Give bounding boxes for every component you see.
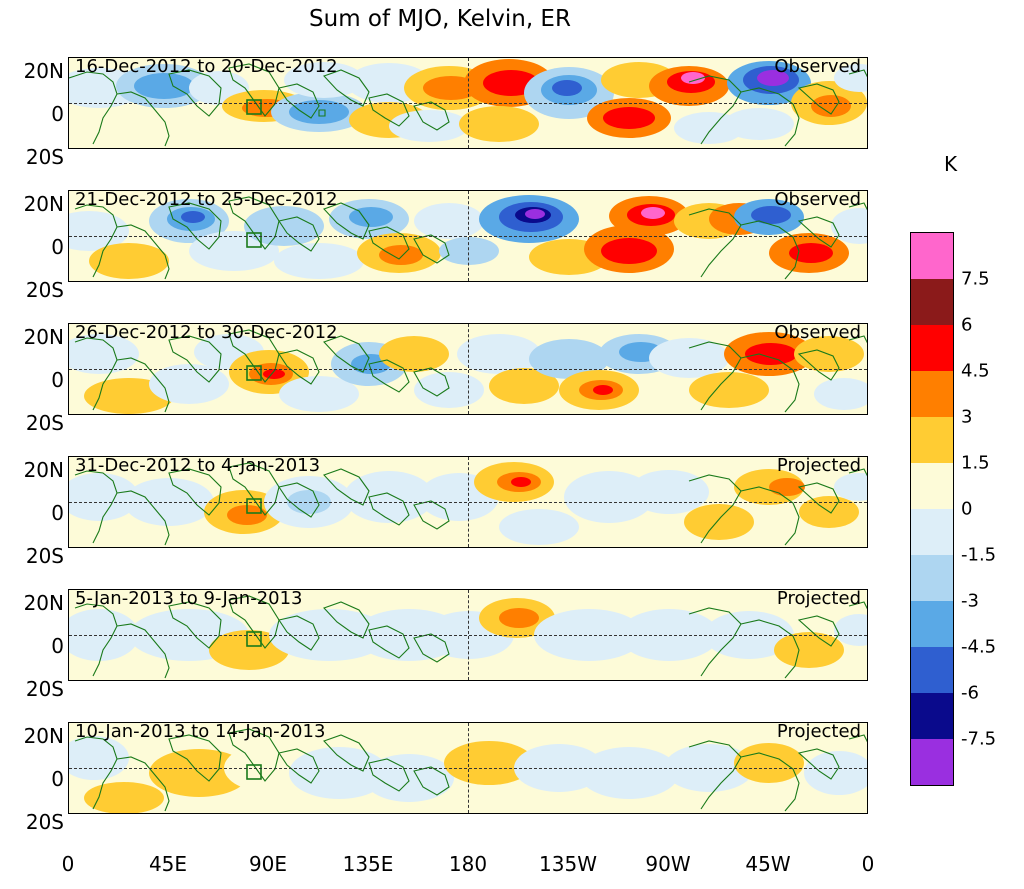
colorbar-segment-9 <box>911 601 953 647</box>
colorbar-label-4.5: 4.5 <box>961 360 990 382</box>
colorbar-label-6: 6 <box>961 314 973 336</box>
colorbar: 7.5 6 4.5 3 1.5 0 -1.5 -3 -4.5 -6 -7.5 <box>910 232 996 786</box>
panel-date-1: 16-Dec-2012 to 20-Dec-2012 <box>75 57 338 77</box>
colorbar-label-m6: -6 <box>961 682 979 704</box>
dateline-3 <box>468 324 469 414</box>
x-tick-90e: 90E <box>248 852 288 876</box>
y-tick-20n-1: 20N <box>23 59 64 83</box>
map-panel-1: 16-Dec-2012 to 20-Dec-2012 Observed <box>68 57 868 149</box>
dateline-6 <box>468 723 469 813</box>
dateline-5 <box>468 590 469 680</box>
colorbar-segment-12 <box>911 739 953 785</box>
colorbar-label-m4.5: -4.5 <box>961 636 997 658</box>
colorbar-segment-8 <box>911 555 953 601</box>
panel-status-2: Observed <box>774 190 861 210</box>
panel-date-2: 21-Dec-2012 to 25-Dec-2012 <box>75 190 338 210</box>
y-tick-0-4: 0 <box>51 501 64 525</box>
map-panel-3: 26-Dec-2012 to 30-Dec-2012 Observed <box>68 323 868 415</box>
colorbar-unit-label: K <box>944 152 958 176</box>
colorbar-segment-1 <box>911 233 953 279</box>
y-tick-0-6: 0 <box>51 767 64 791</box>
map-panel-2: 21-Dec-2012 to 25-Dec-2012 Observed <box>68 190 868 282</box>
colorbar-label-1.5: 1.5 <box>961 452 990 474</box>
x-tick-90w: 90W <box>645 852 691 876</box>
x-tick-45w: 45W <box>745 852 791 876</box>
y-tick-20n-6: 20N <box>23 724 64 748</box>
page-title: Sum of MJO, Kelvin, ER <box>309 6 571 32</box>
x-axis: 0 45E 90E 135E 180 135W 90W 45W 0 <box>62 852 875 882</box>
colorbar-segment-6 <box>911 463 953 509</box>
colorbar-label-3: 3 <box>961 406 973 428</box>
map-panel-4: 31-Dec-2012 to 4-Jan-2013 Projected <box>68 456 868 548</box>
coastlines-3 <box>74 329 867 413</box>
panel-date-6: 10-Jan-2013 to 14-Jan-2013 <box>75 722 326 742</box>
y-tick-20n-2: 20N <box>23 192 64 216</box>
coastlines-6 <box>74 728 867 812</box>
dateline-4 <box>468 457 469 547</box>
colorbar-label-m1.5: -1.5 <box>961 544 997 566</box>
y-tick-20n-5: 20N <box>23 591 64 615</box>
y-tick-20s-3: 20S <box>25 411 64 435</box>
panel-status-1: Observed <box>774 57 861 77</box>
coastlines-1 <box>69 63 867 147</box>
y-tick-0-1: 0 <box>51 102 64 126</box>
x-tick-135e: 135E <box>342 852 394 876</box>
colorbar-label-7.5: 7.5 <box>961 268 990 290</box>
colorbar-label-0: 0 <box>961 498 973 520</box>
y-tick-20s-6: 20S <box>25 810 64 834</box>
panel-date-3: 26-Dec-2012 to 30-Dec-2012 <box>75 323 338 343</box>
map-panel-5: 5-Jan-2013 to 9-Jan-2013 Projected <box>68 589 868 681</box>
colorbar-segment-5 <box>911 417 953 463</box>
x-tick-45e: 45E <box>148 852 188 876</box>
colorbar-label-m7.5: -7.5 <box>961 728 997 750</box>
x-tick-135w: 135W <box>539 852 597 876</box>
y-tick-20n-3: 20N <box>23 325 64 349</box>
colorbar-segment-7 <box>911 509 953 555</box>
colorbar-segment-3 <box>911 325 953 371</box>
panel-status-5: Projected <box>776 589 861 609</box>
coastlines-5 <box>74 595 867 679</box>
coastlines-2 <box>74 196 867 280</box>
coastlines-4 <box>74 462 867 546</box>
x-tick-0: 0 <box>61 852 75 876</box>
colorbar-segment-2 <box>911 279 953 325</box>
dateline-1 <box>468 58 469 148</box>
colorbar-segment-4 <box>911 371 953 417</box>
y-tick-20s-4: 20S <box>25 544 64 568</box>
y-tick-0-2: 0 <box>51 235 64 259</box>
y-tick-20s-2: 20S <box>25 278 64 302</box>
dateline-2 <box>468 191 469 281</box>
colorbar-label-m3: -3 <box>961 590 979 612</box>
map-panel-6: 10-Jan-2013 to 14-Jan-2013 Projected <box>68 722 868 814</box>
panel-status-4: Projected <box>776 456 861 476</box>
x-tick-360: 0 <box>861 852 875 876</box>
y-tick-0-3: 0 <box>51 368 64 392</box>
panel-status-6: Projected <box>776 722 861 742</box>
panel-status-3: Observed <box>774 323 861 343</box>
y-tick-20s-1: 20S <box>25 145 64 169</box>
y-tick-20s-5: 20S <box>25 677 64 701</box>
y-tick-0-5: 0 <box>51 634 64 658</box>
y-tick-20n-4: 20N <box>23 458 64 482</box>
colorbar-segment-11 <box>911 693 953 739</box>
panel-date-4: 31-Dec-2012 to 4-Jan-2013 <box>75 456 321 476</box>
x-tick-180: 180 <box>448 852 488 876</box>
panel-date-5: 5-Jan-2013 to 9-Jan-2013 <box>75 589 303 609</box>
colorbar-segment-10 <box>911 647 953 693</box>
